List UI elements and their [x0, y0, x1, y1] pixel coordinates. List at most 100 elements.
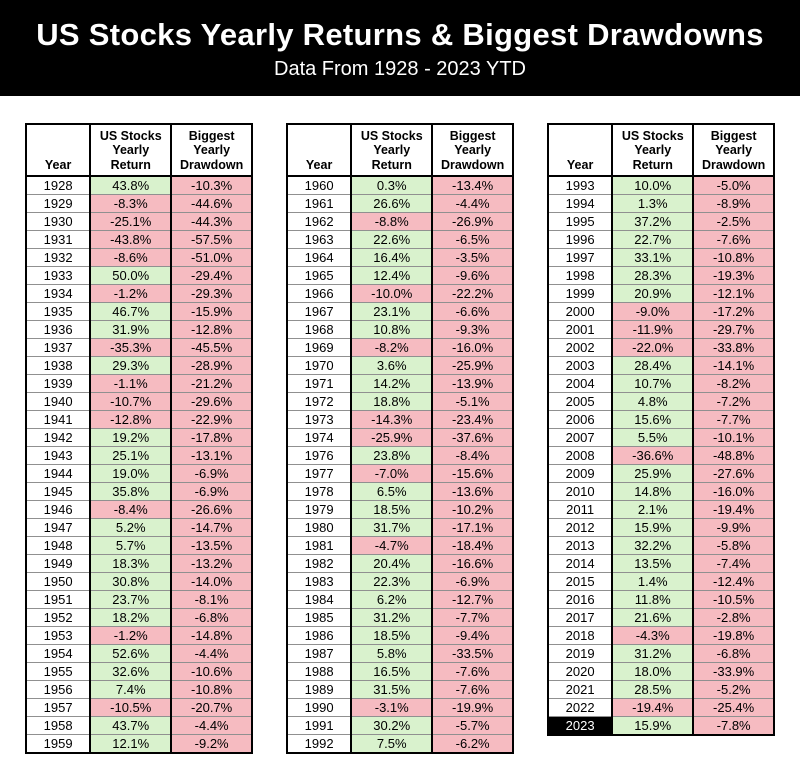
drawdown-cell: -29.3% [170, 284, 253, 304]
drawdown-cell: -8.2% [692, 374, 775, 394]
table-row: 1928 43.8% -10.3% [24, 175, 253, 196]
return-cell: 10.8% [350, 320, 434, 340]
return-cell: -8.4% [89, 500, 173, 520]
table-row: 2006 15.6% -7.7% [546, 410, 775, 430]
drawdown-cell: -5.0% [692, 175, 775, 196]
year-cell: 1994 [546, 194, 614, 214]
year-cell: 2017 [546, 608, 614, 628]
return-cell: 0.3% [350, 175, 434, 196]
drawdown-cell: -44.6% [170, 194, 253, 214]
table-row: 2012 15.9% -9.9% [546, 518, 775, 538]
returns-table-2: Year US Stocks Yearly Return Biggest Yearly Dr… [285, 123, 514, 755]
table-row: 1968 10.8% -9.3% [285, 320, 514, 340]
year-cell: 1943 [24, 446, 92, 466]
year-cell: 1981 [285, 536, 353, 556]
drawdown-cell: -14.0% [170, 572, 253, 592]
year-cell: 1996 [546, 230, 614, 250]
year-cell: 1931 [24, 230, 92, 250]
return-cell: -1.1% [89, 374, 173, 394]
return-cell: -10.5% [89, 698, 173, 718]
return-cell: 43.7% [89, 716, 173, 736]
drawdown-cell: -19.8% [692, 626, 775, 646]
year-cell: 1944 [24, 464, 92, 484]
table-row: 1989 31.5% -7.6% [285, 680, 514, 700]
table-row: 1988 16.5% -7.6% [285, 662, 514, 682]
drawdown-cell: -10.8% [170, 680, 253, 700]
drawdown-cell: -26.6% [170, 500, 253, 520]
drawdown-cell: -2.5% [692, 212, 775, 232]
drawdown-cell: -10.6% [170, 662, 253, 682]
return-cell: 15.9% [611, 518, 695, 538]
tables-container: Year US Stocks Yearly Return Biggest Yearly Dr… [0, 96, 800, 755]
table-row: 2002 -22.0% -33.8% [546, 338, 775, 358]
year-cell: 2018 [546, 626, 614, 646]
year-cell: 1997 [546, 248, 614, 268]
year-cell: 2005 [546, 392, 614, 412]
return-cell: -8.2% [350, 338, 434, 358]
return-cell: 6.2% [350, 590, 434, 610]
return-cell: 5.2% [89, 518, 173, 538]
table-row: 2014 13.5% -7.4% [546, 554, 775, 574]
return-cell: 20.4% [350, 554, 434, 574]
year-cell: 1930 [24, 212, 92, 232]
drawdown-cell: -2.8% [692, 608, 775, 628]
year-cell: 1972 [285, 392, 353, 412]
return-cell: 26.6% [350, 194, 434, 214]
drawdown-cell: -7.7% [431, 608, 514, 628]
table-row: 2011 2.1% -19.4% [546, 500, 775, 520]
table-row: 1950 30.8% -14.0% [24, 572, 253, 592]
drawdown-cell: -15.9% [170, 302, 253, 322]
table-row: 2015 1.4% -12.4% [546, 572, 775, 592]
drawdown-cell: -19.9% [431, 698, 514, 718]
table-row: 1959 12.1% -9.2% [24, 734, 253, 754]
table-row: 2022 -19.4% -25.4% [546, 698, 775, 718]
return-cell: -19.4% [611, 698, 695, 718]
drawdown-cell: -9.3% [431, 320, 514, 340]
year-cell: 1955 [24, 662, 92, 682]
drawdown-cell: -29.4% [170, 266, 253, 286]
year-cell: 1984 [285, 590, 353, 610]
drawdown-cell: -12.8% [170, 320, 253, 340]
return-cell: -9.0% [611, 302, 695, 322]
year-cell: 1946 [24, 500, 92, 520]
year-cell: 1929 [24, 194, 92, 214]
return-cell: 43.8% [89, 175, 173, 196]
return-cell: 23.8% [350, 446, 434, 466]
drawdown-cell: -6.8% [170, 608, 253, 628]
table-row: 1981 -4.7% -18.4% [285, 536, 514, 556]
year-cell: 1969 [285, 338, 353, 358]
drawdown-cell: -7.6% [431, 662, 514, 682]
year-cell: 1973 [285, 410, 353, 430]
year-cell: 1952 [24, 608, 92, 628]
year-cell: 1940 [24, 392, 92, 412]
year-cell: 1974 [285, 428, 353, 448]
year-cell: 1999 [546, 284, 614, 304]
return-cell: 30.8% [89, 572, 173, 592]
table-row: 1982 20.4% -16.6% [285, 554, 514, 574]
column-header-dd: Biggest Yearly Drawdown [692, 124, 775, 178]
return-cell: -35.3% [89, 338, 173, 358]
return-cell: 11.8% [611, 590, 695, 610]
drawdown-cell: -16.0% [692, 482, 775, 502]
return-cell: 12.4% [350, 266, 434, 286]
drawdown-cell: -9.6% [431, 266, 514, 286]
year-cell: 1948 [24, 536, 92, 556]
return-cell: 19.0% [89, 464, 173, 484]
return-cell: 5.5% [611, 428, 695, 448]
return-cell: 14.2% [350, 374, 434, 394]
table-row: 1952 18.2% -6.8% [24, 608, 253, 628]
table-row: 1941 -12.8% -22.9% [24, 410, 253, 430]
year-cell: 1951 [24, 590, 92, 610]
year-cell: 1964 [285, 248, 353, 268]
return-cell: 22.3% [350, 572, 434, 592]
return-cell: 50.0% [89, 266, 173, 286]
return-cell: -25.9% [350, 428, 434, 448]
year-cell: 1988 [285, 662, 353, 682]
year-cell: 1934 [24, 284, 92, 304]
year-cell: 2019 [546, 644, 614, 664]
drawdown-cell: -27.6% [692, 464, 775, 484]
table-row: 2021 28.5% -5.2% [546, 680, 775, 700]
table-row: 1996 22.7% -7.6% [546, 230, 775, 250]
return-cell: 30.2% [350, 716, 434, 736]
table-row: 1953 -1.2% -14.8% [24, 626, 253, 646]
